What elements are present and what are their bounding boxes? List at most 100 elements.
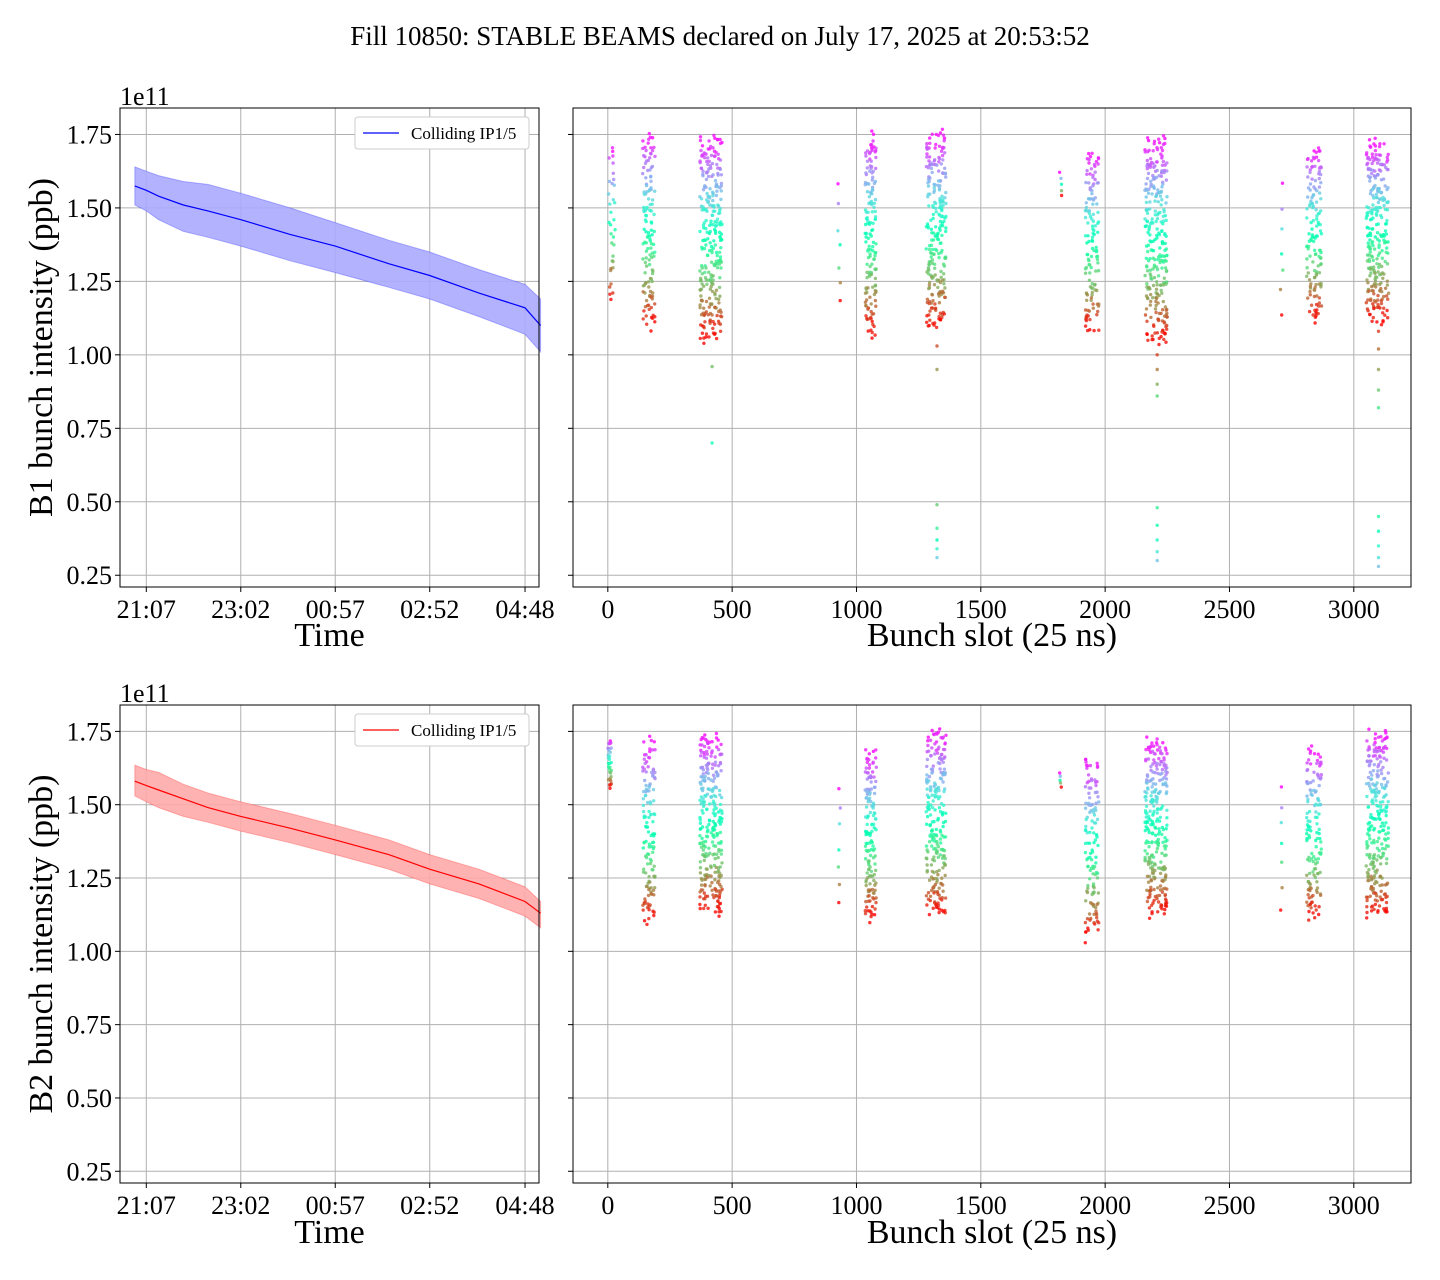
b2-slots-point <box>1156 886 1160 890</box>
b1-slots-point <box>1374 222 1379 227</box>
b1-slots-point <box>1319 285 1323 289</box>
b2-slots-point <box>1314 908 1318 912</box>
b1-slots-point <box>1162 254 1167 259</box>
b2-slots-point <box>699 845 704 849</box>
b1-slots-point <box>1154 296 1159 300</box>
b1-slots-point <box>1306 247 1310 251</box>
b2-slots-point <box>940 757 944 761</box>
b2-slots-point <box>1162 762 1166 766</box>
b2-slots-point <box>1377 904 1382 908</box>
b1-slots-point <box>1372 306 1376 311</box>
b1-slots-point <box>702 341 706 345</box>
b2-slots-point <box>1144 825 1148 829</box>
b1-slots-point <box>649 220 653 224</box>
b1-slots-point <box>1368 245 1372 250</box>
b1-slots-point <box>1375 262 1379 266</box>
b1-slots-point <box>1161 328 1165 332</box>
b2-slots-point <box>1150 841 1154 845</box>
b1-slots-point <box>1385 200 1389 205</box>
b1-slots-point <box>1368 218 1373 222</box>
b2-slots-point <box>1164 748 1168 752</box>
b2-slots-point <box>1317 827 1321 832</box>
b1-slots-point <box>1366 241 1370 245</box>
b2-slots-point <box>925 863 929 867</box>
b1-slots-point <box>943 256 948 260</box>
b1-slots-point <box>1164 218 1168 223</box>
b2-slots-xtick-label: 1000 <box>830 1191 882 1220</box>
b2-slots-point <box>934 748 938 753</box>
b1-slots-point <box>715 217 720 221</box>
b1-slots-point <box>1157 174 1161 178</box>
b2-slots-point <box>1158 749 1163 753</box>
b2-slots-point <box>1365 916 1369 920</box>
b2-slots-point <box>705 873 709 877</box>
b2-slots-point <box>698 866 703 870</box>
b2-slots-point <box>927 774 932 779</box>
b2-slots-point <box>871 813 876 818</box>
b1-slots-point <box>699 294 703 298</box>
b2-slots-point <box>928 898 932 903</box>
b1-slots-point <box>1096 309 1100 314</box>
b1-slots-point <box>645 235 650 239</box>
b1-slots-point <box>935 526 939 530</box>
b2-slots-point <box>1383 776 1387 781</box>
b1-slots-point <box>698 305 702 310</box>
b2-slots-xtick-label: 2000 <box>1079 1191 1131 1220</box>
b1-slots-point <box>710 213 715 218</box>
b2-slots-point <box>930 793 934 797</box>
b2-slots-point <box>869 787 873 791</box>
b1-slots-point <box>1088 317 1092 322</box>
b1-slots-point <box>719 246 723 250</box>
b1-slots-point <box>1308 182 1313 186</box>
b2-slots-point <box>936 818 940 822</box>
b1-slots-point <box>1384 165 1388 170</box>
b1-slots-point <box>867 201 871 206</box>
b2-slots-point <box>939 847 943 852</box>
b1-slots-point <box>1385 279 1390 283</box>
b1-slots-point <box>1146 338 1150 342</box>
b2-slots-point <box>1097 800 1101 804</box>
b1-slots-point <box>1090 197 1095 201</box>
b1-slots-point <box>943 295 947 300</box>
b2-slots-point <box>1312 873 1316 877</box>
b1-slots-point <box>718 208 722 213</box>
b1-slots-point <box>1090 224 1095 228</box>
b2-slots-point <box>1147 814 1151 818</box>
b1-slots-point <box>930 261 935 265</box>
b1-slots-point <box>710 190 715 194</box>
b2-slots-point <box>925 870 929 874</box>
b2-slots-point <box>709 795 713 799</box>
b2-slots-point <box>1156 910 1160 914</box>
b1-slots-point <box>1368 192 1373 196</box>
b1-slots-point <box>707 231 712 236</box>
b2-slots-point <box>715 852 719 856</box>
b2-slots-point <box>931 764 935 768</box>
b2-slots-point <box>705 830 710 834</box>
b2-slots-point <box>1147 817 1151 821</box>
b2-slots-point <box>1162 912 1167 916</box>
b2-slots-point <box>641 803 646 808</box>
b1-slots-point <box>1158 246 1162 250</box>
b2-slots-point <box>701 768 706 772</box>
b1-slots-point <box>1154 219 1158 224</box>
b2-slots-point <box>652 874 656 878</box>
b2-slots-point <box>1318 777 1323 781</box>
b2-slots-point <box>868 909 872 913</box>
b1-slots-point <box>711 173 715 177</box>
b2-slots-point <box>1306 747 1311 751</box>
b1-slots-point <box>1380 249 1384 253</box>
b1-slots-point <box>611 235 616 239</box>
b1-slots-point <box>1151 283 1156 288</box>
b1-slots-point <box>1084 205 1089 210</box>
b2-slots-point <box>1306 824 1311 829</box>
b1-slots-point <box>1311 155 1316 159</box>
b1-slots-point <box>1379 213 1383 218</box>
b2-slots-point <box>650 868 654 872</box>
b1-slots-point <box>1090 235 1095 239</box>
b2-slots-point <box>607 757 612 761</box>
b2-slots-xtick-label: 0 <box>601 1191 614 1220</box>
b1-slots-point <box>1306 156 1310 161</box>
b1-slots-point <box>1163 232 1167 236</box>
b1-slots-point <box>1384 294 1389 298</box>
b1-slots-point <box>930 170 934 175</box>
